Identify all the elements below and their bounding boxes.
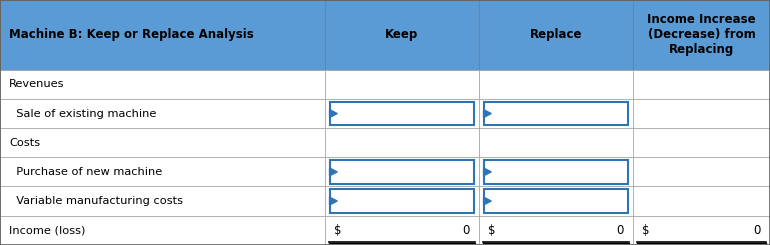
Text: $: $: [334, 224, 342, 237]
Bar: [479, 157, 633, 186]
Bar: [479, 0, 633, 70]
Text: Income Increase
(Decrease) from
Replacing: Income Increase (Decrease) from Replacin…: [647, 13, 756, 56]
Bar: [325, 0, 479, 70]
Bar: [330, 102, 474, 125]
Bar: [0, 157, 325, 186]
Bar: [325, 216, 479, 245]
Bar: [633, 157, 770, 186]
Bar: [479, 186, 633, 216]
Bar: [633, 186, 770, 216]
Polygon shape: [330, 110, 337, 117]
Bar: [633, 70, 770, 99]
Bar: [484, 102, 628, 125]
Bar: [0, 216, 325, 245]
Bar: [633, 128, 770, 157]
Bar: [633, 216, 770, 245]
Bar: [479, 128, 633, 157]
Bar: [0, 0, 325, 70]
Polygon shape: [330, 197, 337, 205]
Text: 0: 0: [753, 224, 761, 237]
Text: Income (loss): Income (loss): [9, 225, 85, 235]
Bar: [325, 186, 479, 216]
Text: Variable manufacturing costs: Variable manufacturing costs: [9, 196, 183, 206]
Bar: [325, 99, 479, 128]
Bar: [330, 160, 474, 184]
Bar: [330, 189, 474, 213]
Polygon shape: [484, 197, 491, 205]
Text: Revenues: Revenues: [9, 79, 65, 89]
Text: Replace: Replace: [530, 28, 582, 41]
Bar: [0, 128, 325, 157]
Bar: [325, 128, 479, 157]
Bar: [479, 216, 633, 245]
Bar: [325, 157, 479, 186]
Bar: [0, 99, 325, 128]
Polygon shape: [484, 168, 491, 176]
Bar: [0, 186, 325, 216]
Bar: [484, 189, 628, 213]
Bar: [633, 99, 770, 128]
Text: Sale of existing machine: Sale of existing machine: [9, 109, 156, 119]
Text: Costs: Costs: [9, 138, 40, 148]
Text: Purchase of new machine: Purchase of new machine: [9, 167, 162, 177]
Text: $: $: [642, 224, 650, 237]
Text: Keep: Keep: [385, 28, 419, 41]
Polygon shape: [330, 168, 337, 176]
Polygon shape: [484, 110, 491, 117]
Bar: [479, 99, 633, 128]
Bar: [479, 70, 633, 99]
Text: $: $: [488, 224, 496, 237]
Bar: [484, 160, 628, 184]
Bar: [633, 0, 770, 70]
Text: Machine B: Keep or Replace Analysis: Machine B: Keep or Replace Analysis: [9, 28, 254, 41]
Text: 0: 0: [462, 224, 470, 237]
Text: 0: 0: [616, 224, 624, 237]
Bar: [0, 70, 325, 99]
Bar: [325, 70, 479, 99]
